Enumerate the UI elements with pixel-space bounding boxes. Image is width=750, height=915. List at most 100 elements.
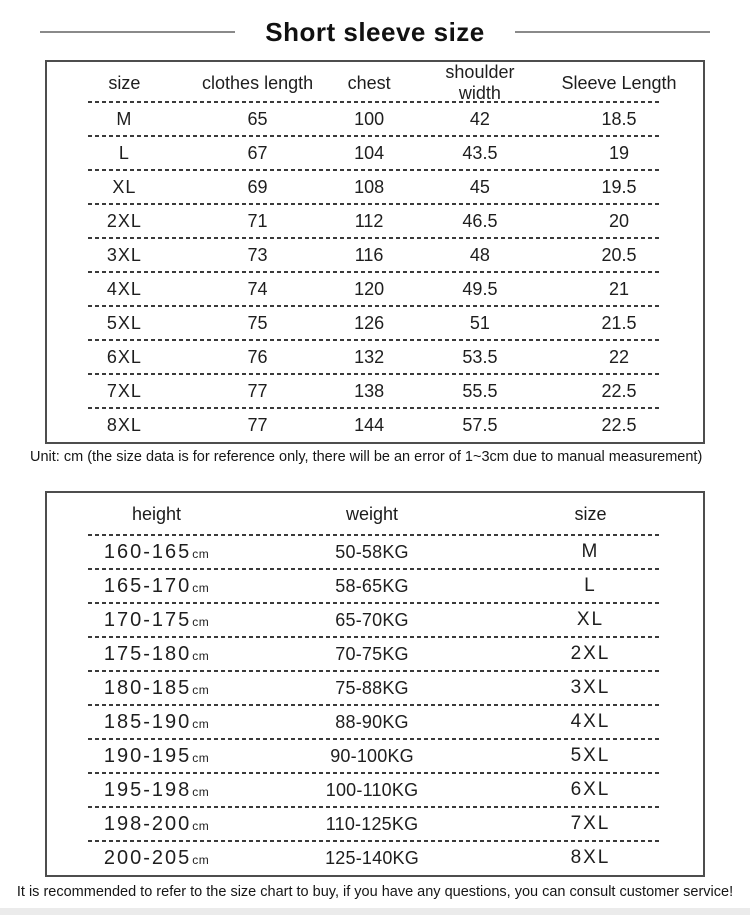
height-unit: cm (192, 648, 210, 663)
chest-cell: 100 (354, 108, 385, 129)
height-value: 180-185 (103, 676, 192, 699)
height-cell: 195-198cm (47, 779, 266, 802)
weight-cell: 90-100KG (330, 745, 414, 766)
weight-cell: 70-75KG (335, 643, 409, 664)
page-title: Short sleeve size (265, 16, 485, 47)
sleeve-length-cell: 22.5 (601, 414, 637, 435)
table-row: 190-195cm 90-100KG 5XL (47, 739, 703, 774)
weight-cell: 50-58KG (335, 541, 409, 562)
height-weight-table: height weight size 160-165cm 50-58KG M 1… (45, 491, 705, 877)
sleeve-length-cell: 21.5 (601, 312, 637, 333)
chest-cell: 120 (354, 278, 385, 299)
column-header-height: height (132, 503, 182, 524)
height-value: 160-165 (103, 540, 192, 563)
height-unit: cm (192, 682, 210, 697)
table-row: 195-198cm 100-110KG 6XL (47, 773, 703, 808)
height-cell: 160-165cm (47, 541, 266, 564)
weight-cell: 58-65KG (335, 575, 409, 596)
clothes-length-cell: 67 (247, 142, 268, 163)
table-row: 198-200cm 110-125KG 7XL (47, 807, 703, 842)
height-value: 190-195 (103, 744, 192, 767)
weight-cell: 88-90KG (335, 711, 409, 732)
clothes-length-cell: 69 (247, 176, 268, 197)
chest-cell: 108 (354, 176, 385, 197)
clothes-length-cell: 65 (247, 108, 268, 129)
table-row: 2XL 71 112 46.5 20 (47, 204, 703, 239)
sleeve-length-cell: 20.5 (601, 244, 637, 265)
size-cell: 8XL (570, 847, 611, 868)
size-cell: 5XL (106, 312, 142, 333)
height-cell: 170-175cm (47, 609, 266, 632)
height-unit: cm (192, 546, 210, 561)
shoulder-width-cell: 45 (469, 176, 490, 197)
chest-cell: 104 (354, 142, 385, 163)
shoulder-width-cell: 46.5 (462, 210, 498, 231)
height-unit: cm (192, 614, 210, 629)
sleeve-length-cell: 22 (608, 346, 630, 367)
chest-cell: 112 (354, 210, 384, 231)
height-unit: cm (192, 750, 210, 765)
size-cell: 4XL (570, 711, 611, 732)
sleeve-length-cell: 18.5 (601, 108, 637, 129)
unit-note: Unit: cm (the size data is for reference… (30, 449, 703, 465)
shoulder-width-cell: 55.5 (462, 380, 498, 401)
shoulder-width-cell: 42 (469, 108, 490, 129)
height-unit: cm (192, 784, 210, 799)
size-cell: 3XL (570, 677, 611, 698)
weight-cell: 110-125KG (325, 813, 419, 834)
table-row: 175-180cm 70-75KG 2XL (47, 637, 703, 672)
height-unit: cm (192, 852, 210, 867)
size-cell: 6XL (570, 779, 611, 800)
table-row: L 67 104 43.5 19 (47, 136, 703, 171)
clothes-length-cell: 74 (247, 278, 268, 299)
table-row: XL 69 108 45 19.5 (47, 170, 703, 205)
table-row: 7XL 77 138 55.5 22.5 (47, 374, 703, 409)
shoulder-width-cell: 53.5 (462, 346, 498, 367)
size-cell: 6XL (106, 346, 142, 367)
clothes-length-cell: 73 (247, 244, 268, 265)
size-cell: M (581, 541, 600, 562)
table-row: 8XL 77 144 57.5 22.5 (47, 408, 703, 442)
chest-cell: 144 (354, 414, 385, 435)
chest-cell: 116 (354, 244, 384, 265)
size-measurement-table: size clothes length chest shoulder width… (45, 60, 705, 444)
bottom-strip (0, 908, 750, 915)
height-cell: 175-180cm (47, 643, 266, 666)
sleeve-length-cell: 21 (608, 278, 630, 299)
table-row: 170-175cm 65-70KG XL (47, 603, 703, 638)
height-value: 175-180 (103, 642, 192, 665)
size-cell: 7XL (106, 380, 142, 401)
title-line-left (40, 31, 236, 33)
height-value: 170-175 (103, 608, 192, 631)
column-header-weight: weight (346, 503, 399, 524)
clothes-length-cell: 75 (247, 312, 268, 333)
weight-cell: 125-140KG (325, 847, 419, 868)
recommendation-note: It is recommended to refer to the size c… (16, 884, 734, 900)
size-cell: 4XL (106, 278, 142, 299)
height-value: 198-200 (103, 812, 192, 835)
clothes-length-cell: 71 (247, 210, 268, 231)
size-cell: M (116, 108, 133, 129)
size-cell: 5XL (570, 745, 611, 766)
sleeve-length-cell: 19 (608, 142, 630, 163)
column-header-size: size (574, 503, 607, 524)
height-cell: 165-170cm (47, 575, 266, 598)
shoulder-width-cell: 43.5 (462, 142, 498, 163)
table-row: 4XL 74 120 49.5 21 (47, 272, 703, 307)
size-cell: 7XL (570, 813, 611, 834)
column-header-sleeve-length: Sleeve Length (561, 72, 677, 93)
height-value: 185-190 (103, 710, 192, 733)
table-row: 185-190cm 88-90KG 4XL (47, 705, 703, 740)
weight-cell: 100-110KG (325, 779, 419, 800)
height-value: 195-198 (103, 778, 192, 801)
title-bar: Short sleeve size (40, 14, 710, 50)
sleeve-length-cell: 19.5 (601, 176, 637, 197)
column-header-shoulder-width: shoulder width (445, 62, 515, 103)
size-cell: L (118, 142, 130, 163)
weight-cell: 65-70KG (335, 609, 409, 630)
size-cell: 2XL (570, 643, 611, 664)
chest-cell: 132 (354, 346, 385, 367)
sleeve-length-cell: 20 (608, 210, 630, 231)
height-cell: 180-185cm (47, 677, 266, 700)
